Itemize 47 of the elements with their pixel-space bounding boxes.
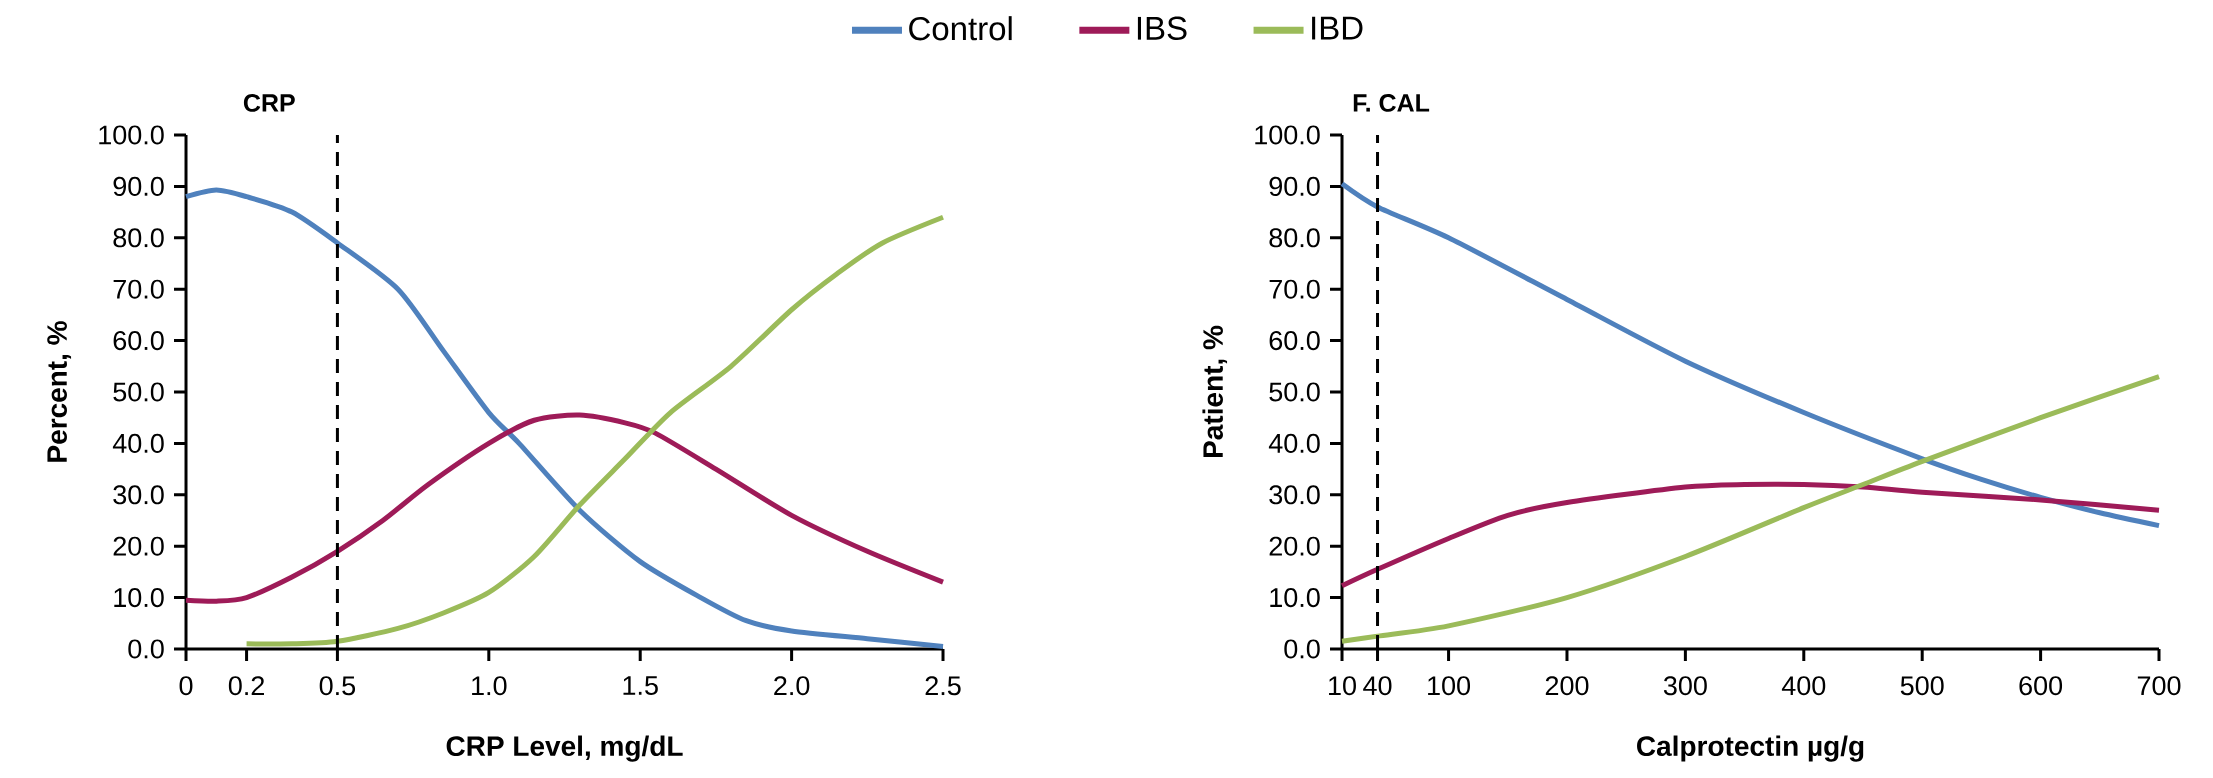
y-tick-label: 60.0 [1269, 331, 1320, 351]
y-tick-label: 0.0 [128, 639, 164, 659]
y-tick-label: 80.0 [113, 228, 164, 248]
y-tick-label: 30.0 [113, 485, 164, 505]
x-axis-title: CRP Level, mg/dL [446, 735, 683, 762]
x-tick-label: 100 [1428, 676, 1471, 696]
y-tick-label: 90.0 [113, 176, 164, 196]
x-tick-label: 600 [2019, 676, 2063, 696]
x-tick-label: 2.0 [774, 676, 810, 696]
y-tick-label: 10.0 [114, 588, 164, 608]
x-tick-label: 300 [1663, 676, 1707, 696]
y-tick-label: 10.0 [1270, 588, 1320, 608]
y-tick-label: 30.0 [1269, 485, 1320, 505]
y-tick-label: 70.0 [1269, 279, 1320, 299]
x-tick-label: 400 [1781, 676, 1826, 696]
x-tick-label: 0.5 [319, 676, 356, 696]
x-tick-label: 0 [179, 676, 193, 696]
y-tick-label: 90.0 [1269, 176, 1320, 196]
y-tick-label: 0.0 [1284, 639, 1320, 659]
y-tick-label: 100.0 [99, 125, 164, 145]
y-tick-label: 50.0 [113, 382, 164, 402]
x-axis-title: Calprotectin µg/g [1637, 735, 1864, 762]
x-tick-label: 1.0 [472, 676, 507, 696]
x-tick-label: 700 [2137, 676, 2181, 696]
x-tick-label: 200 [1545, 676, 1589, 696]
x-tick-label: 10 [1329, 676, 1356, 696]
chart-title: F. CAL [1353, 94, 1430, 112]
x-tick-label: 500 [1900, 676, 1944, 696]
y-tick-label: 80.0 [1269, 228, 1320, 248]
y-axis-title: Patient, % [1202, 325, 1228, 458]
x-tick-label: 0.2 [228, 676, 264, 696]
y-tick-label: 60.0 [113, 331, 164, 351]
chart-title: CRP [243, 94, 295, 112]
y-tick-label: 50.0 [1269, 382, 1320, 402]
legend-label: IBS [1137, 16, 1187, 40]
legend-label: IBD [1312, 16, 1363, 40]
y-tick-label: 40.0 [112, 433, 164, 453]
y-tick-label: 20.0 [1269, 536, 1320, 556]
x-tick-label: 40 [1363, 676, 1392, 696]
y-tick-label: 70.0 [113, 279, 164, 299]
y-axis-title: Percent, % [47, 321, 72, 462]
legend-label: Control [909, 16, 1012, 41]
x-tick-label: 2.5 [925, 676, 961, 696]
y-tick-label: 20.0 [113, 536, 164, 556]
y-tick-label: 40.0 [1268, 433, 1320, 453]
x-tick-label: 1.5 [623, 676, 658, 696]
y-tick-label: 100.0 [1255, 125, 1320, 145]
